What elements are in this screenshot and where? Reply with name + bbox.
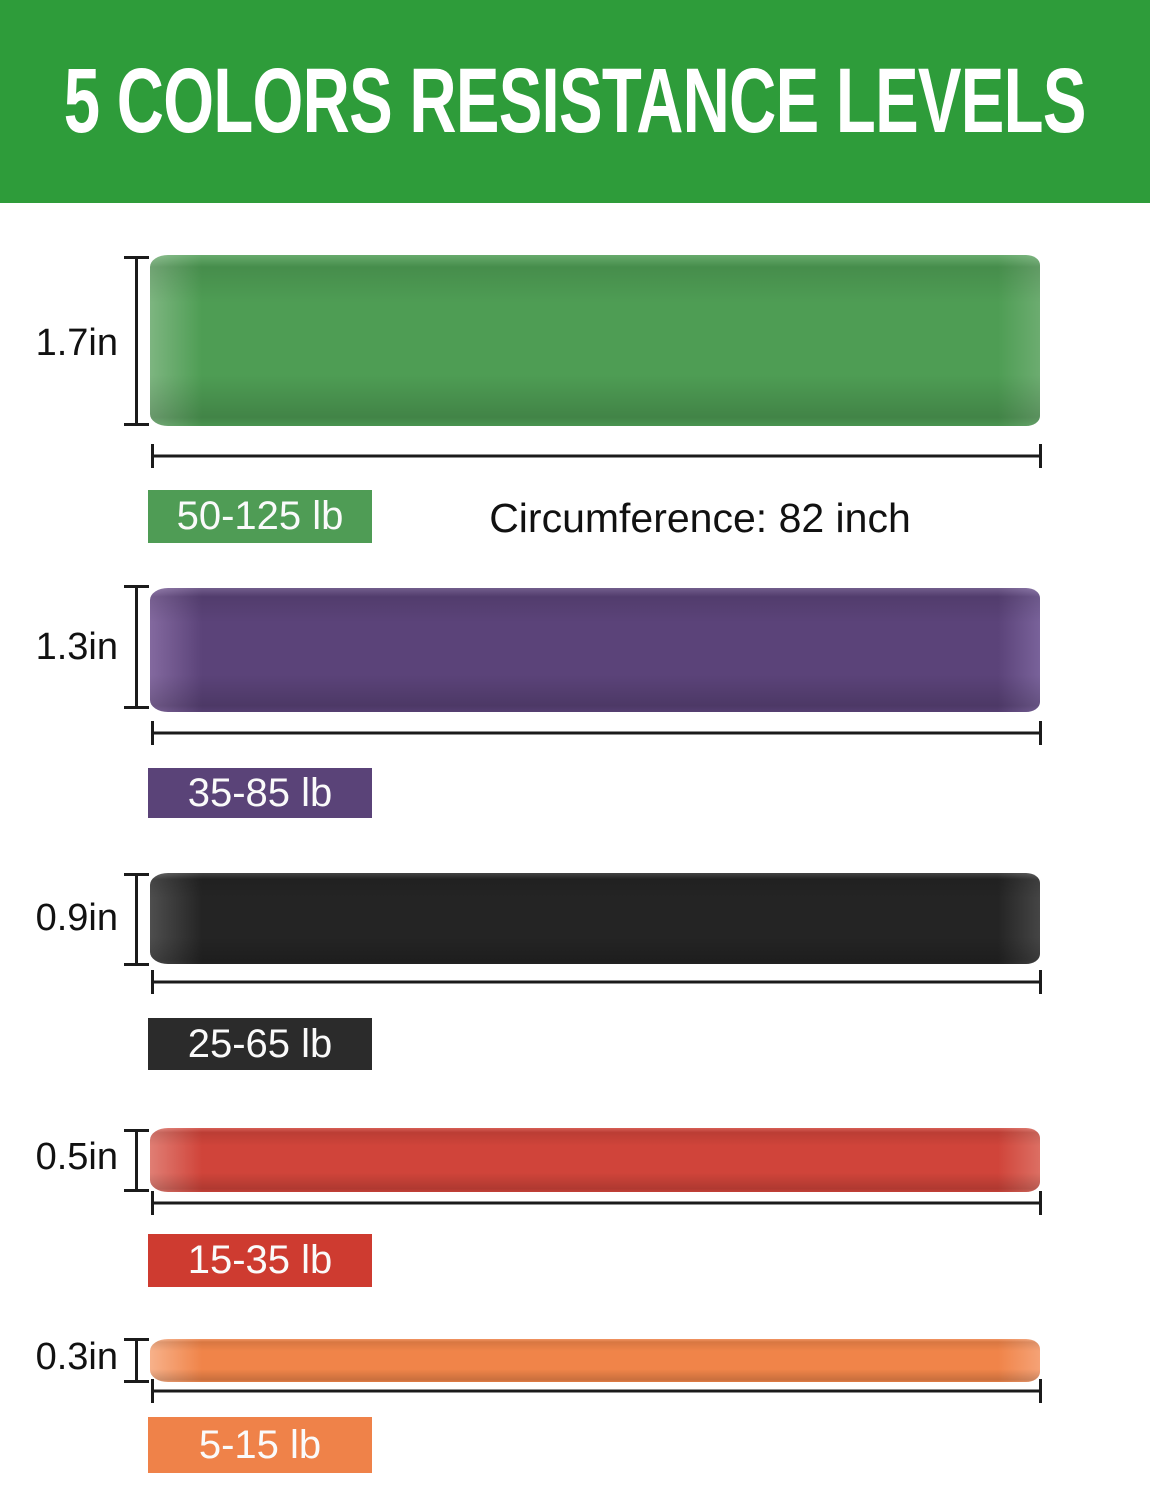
height-dimension-line [124, 873, 149, 966]
length-dimension-line [151, 444, 1042, 468]
resistance-band-purple [150, 588, 1040, 712]
length-dimension-line [151, 1191, 1042, 1215]
band-width-label: 0.5in [35, 1136, 118, 1178]
circumference-note: Circumference: 82 inch [489, 495, 911, 541]
page-title: 5 COLORS RESISTANCE LEVELS [64, 50, 1087, 152]
resistance-range-badge: 5-15 lb [148, 1417, 372, 1473]
band-width-label: 0.9in [35, 897, 118, 939]
header-banner: 5 COLORS RESISTANCE LEVELS [0, 0, 1150, 203]
resistance-band-black [150, 873, 1040, 964]
height-dimension-line [124, 585, 149, 709]
band-width-label: 0.3in [35, 1336, 118, 1378]
length-dimension-line [151, 1379, 1042, 1403]
length-dimension-line [151, 721, 1042, 745]
height-dimension-line [124, 1338, 149, 1383]
resistance-band-orange [150, 1339, 1040, 1382]
resistance-band-red [150, 1128, 1040, 1192]
resistance-range-badge: 15-35 lb [148, 1234, 372, 1287]
resistance-range-badge: 35-85 lb [148, 768, 372, 818]
band-width-label: 1.7in [35, 322, 118, 364]
resistance-range-badge: 25-65 lb [148, 1018, 372, 1070]
height-dimension-line [124, 256, 149, 426]
resistance-range-badge: 50-125 lb [148, 490, 372, 543]
height-dimension-line [124, 1129, 149, 1192]
length-dimension-line [151, 970, 1042, 994]
band-width-label: 1.3in [35, 626, 118, 668]
resistance-band-green [150, 255, 1040, 426]
